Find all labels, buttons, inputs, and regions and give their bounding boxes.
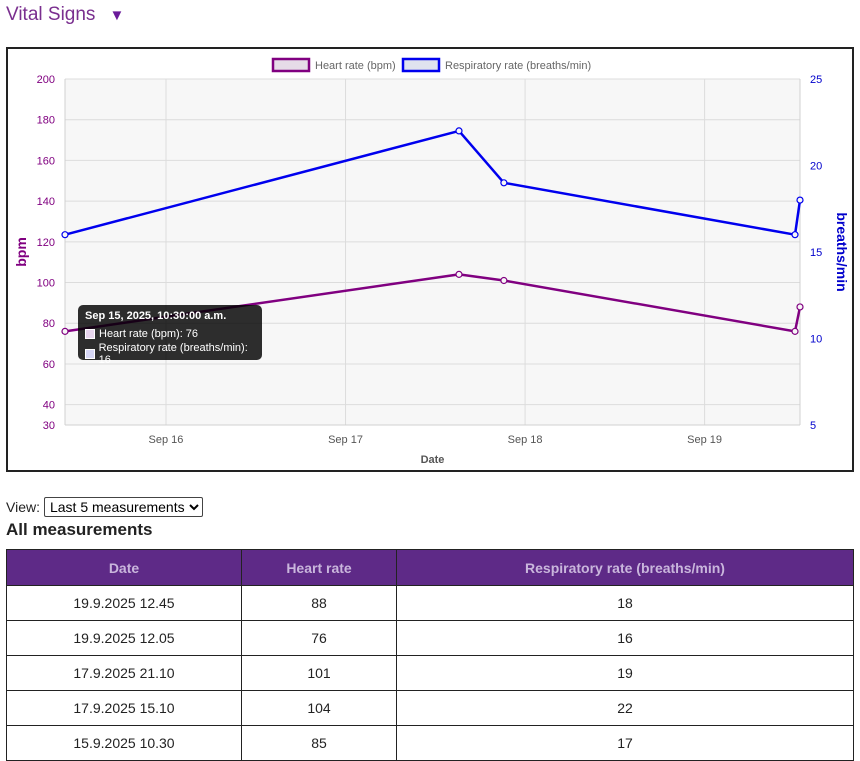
heart-rate-point	[61, 327, 69, 335]
measurements-table: Date Heart rate Respiratory rate (breath…	[6, 549, 854, 761]
cell-heart-rate: 85	[241, 725, 397, 761]
table-row: 19.9.2025 12.05 76 16	[6, 620, 854, 656]
y-right-tick-label: 10	[810, 334, 822, 346]
table-header-row: Date Heart rate Respiratory rate (breath…	[6, 549, 854, 586]
y-left-tick-label: 30	[43, 420, 55, 432]
y-left-axis-title: bpm	[13, 237, 29, 267]
cell-date: 19.9.2025 12.05	[6, 620, 242, 656]
resp-rate-point	[455, 127, 463, 135]
view-label: View:	[6, 499, 40, 515]
resp-rate-point	[500, 179, 508, 187]
cell-resp-rate: 19	[396, 655, 854, 691]
collapse-caret-icon[interactable]: ▼	[109, 6, 125, 24]
vitals-chart: 30 40 60 80 100 120 140 160 180 200 5 10 15 20 25 Sep 1…	[6, 47, 854, 472]
x-tick-label: Sep 16	[149, 434, 184, 446]
header-date[interactable]: Date	[6, 549, 242, 586]
cell-resp-rate: 22	[396, 690, 854, 726]
resp-rate-point	[796, 196, 804, 204]
y-right-tick-label: 25	[810, 74, 822, 86]
x-tick-label: Sep 19	[687, 434, 722, 446]
tooltip-heart-rate: Heart rate (bpm): 76	[99, 328, 199, 340]
x-axis-title: Date	[421, 454, 445, 466]
legend-label-heart-rate: Heart rate (bpm)	[315, 60, 396, 72]
tooltip-swatch-resp-rate	[85, 349, 95, 359]
table-row: 17.9.2025 15.10 104 22	[6, 690, 854, 726]
tooltip-swatch-heart-rate	[85, 329, 95, 339]
y-right-tick-label: 20	[810, 161, 822, 173]
vitals-chart-svg: 30 40 60 80 100 120 140 160 180 200 5 10 15 20 25 Sep 1…	[13, 57, 850, 466]
y-right-axis-title: breaths/min	[834, 212, 850, 291]
cell-resp-rate: 18	[396, 585, 854, 621]
cell-resp-rate: 17	[396, 725, 854, 761]
plot-area	[65, 79, 800, 425]
resp-rate-point	[791, 231, 799, 239]
cell-date: 15.9.2025 10.30	[6, 725, 242, 761]
cell-date: 19.9.2025 12.45	[6, 585, 242, 621]
legend-swatch-resp-rate	[401, 57, 441, 73]
y-right-tick-label: 5	[810, 420, 816, 432]
y-left-tick-label: 40	[43, 400, 55, 412]
view-control: View: Last 5 measurements	[6, 497, 203, 517]
header-resp-rate[interactable]: Respiratory rate (breaths/min)	[396, 549, 854, 586]
header-heart-rate[interactable]: Heart rate	[241, 549, 397, 586]
table-row: 15.9.2025 10.30 85 17	[6, 725, 854, 761]
y-left-tick-label: 60	[43, 359, 55, 371]
heart-rate-point	[796, 303, 804, 311]
tooltip-resp-rate: Respiratory rate (breaths/min): 16	[98, 342, 248, 366]
tooltip-title: Sep 15, 2025, 10:30:00 a.m.	[85, 310, 227, 322]
cell-heart-rate: 88	[241, 585, 397, 621]
table-row: 17.9.2025 21.10 101 19	[6, 655, 854, 691]
table-row: 19.9.2025 12.45 88 18	[6, 585, 854, 621]
y-right-tick-label: 15	[810, 247, 822, 259]
tooltip-row-heart-rate: Heart rate (bpm): 76	[85, 328, 255, 340]
cell-resp-rate: 16	[396, 620, 854, 656]
cell-heart-rate: 104	[241, 690, 397, 726]
y-left-tick-label: 200	[37, 74, 55, 86]
y-left-tick-label: 120	[37, 237, 55, 249]
y-left-tick-label: 140	[37, 196, 55, 208]
cell-heart-rate: 101	[241, 655, 397, 691]
legend-label-resp-rate: Respiratory rate (breaths/min)	[445, 60, 591, 72]
heart-rate-point	[500, 276, 508, 285]
y-left-tick-label: 80	[43, 318, 55, 330]
section-title: Vital Signs	[6, 4, 96, 25]
tooltip-row-resp-rate: Respiratory rate (breaths/min): 16	[85, 342, 255, 366]
cell-heart-rate: 76	[241, 620, 397, 656]
chart-tooltip: Sep 15, 2025, 10:30:00 a.m. Heart rate (…	[78, 305, 262, 366]
cell-date: 17.9.2025 21.10	[6, 655, 242, 691]
vital-signs-header[interactable]: Vital Signs ▼	[6, 4, 124, 26]
x-tick-label: Sep 18	[508, 434, 543, 446]
table-title: All measurements	[6, 520, 153, 539]
y-left-tick-label: 160	[37, 155, 55, 167]
cell-date: 17.9.2025 15.10	[6, 690, 242, 726]
x-tick-label: Sep 17	[328, 434, 363, 446]
y-left-tick-label: 100	[37, 278, 55, 290]
view-range-select[interactable]: Last 5 measurements	[43, 497, 203, 517]
resp-rate-point	[61, 231, 69, 239]
legend-swatch-heart-rate	[271, 57, 311, 73]
heart-rate-point	[455, 270, 463, 278]
y-left-tick-label: 180	[37, 115, 55, 127]
heart-rate-point	[791, 327, 799, 335]
